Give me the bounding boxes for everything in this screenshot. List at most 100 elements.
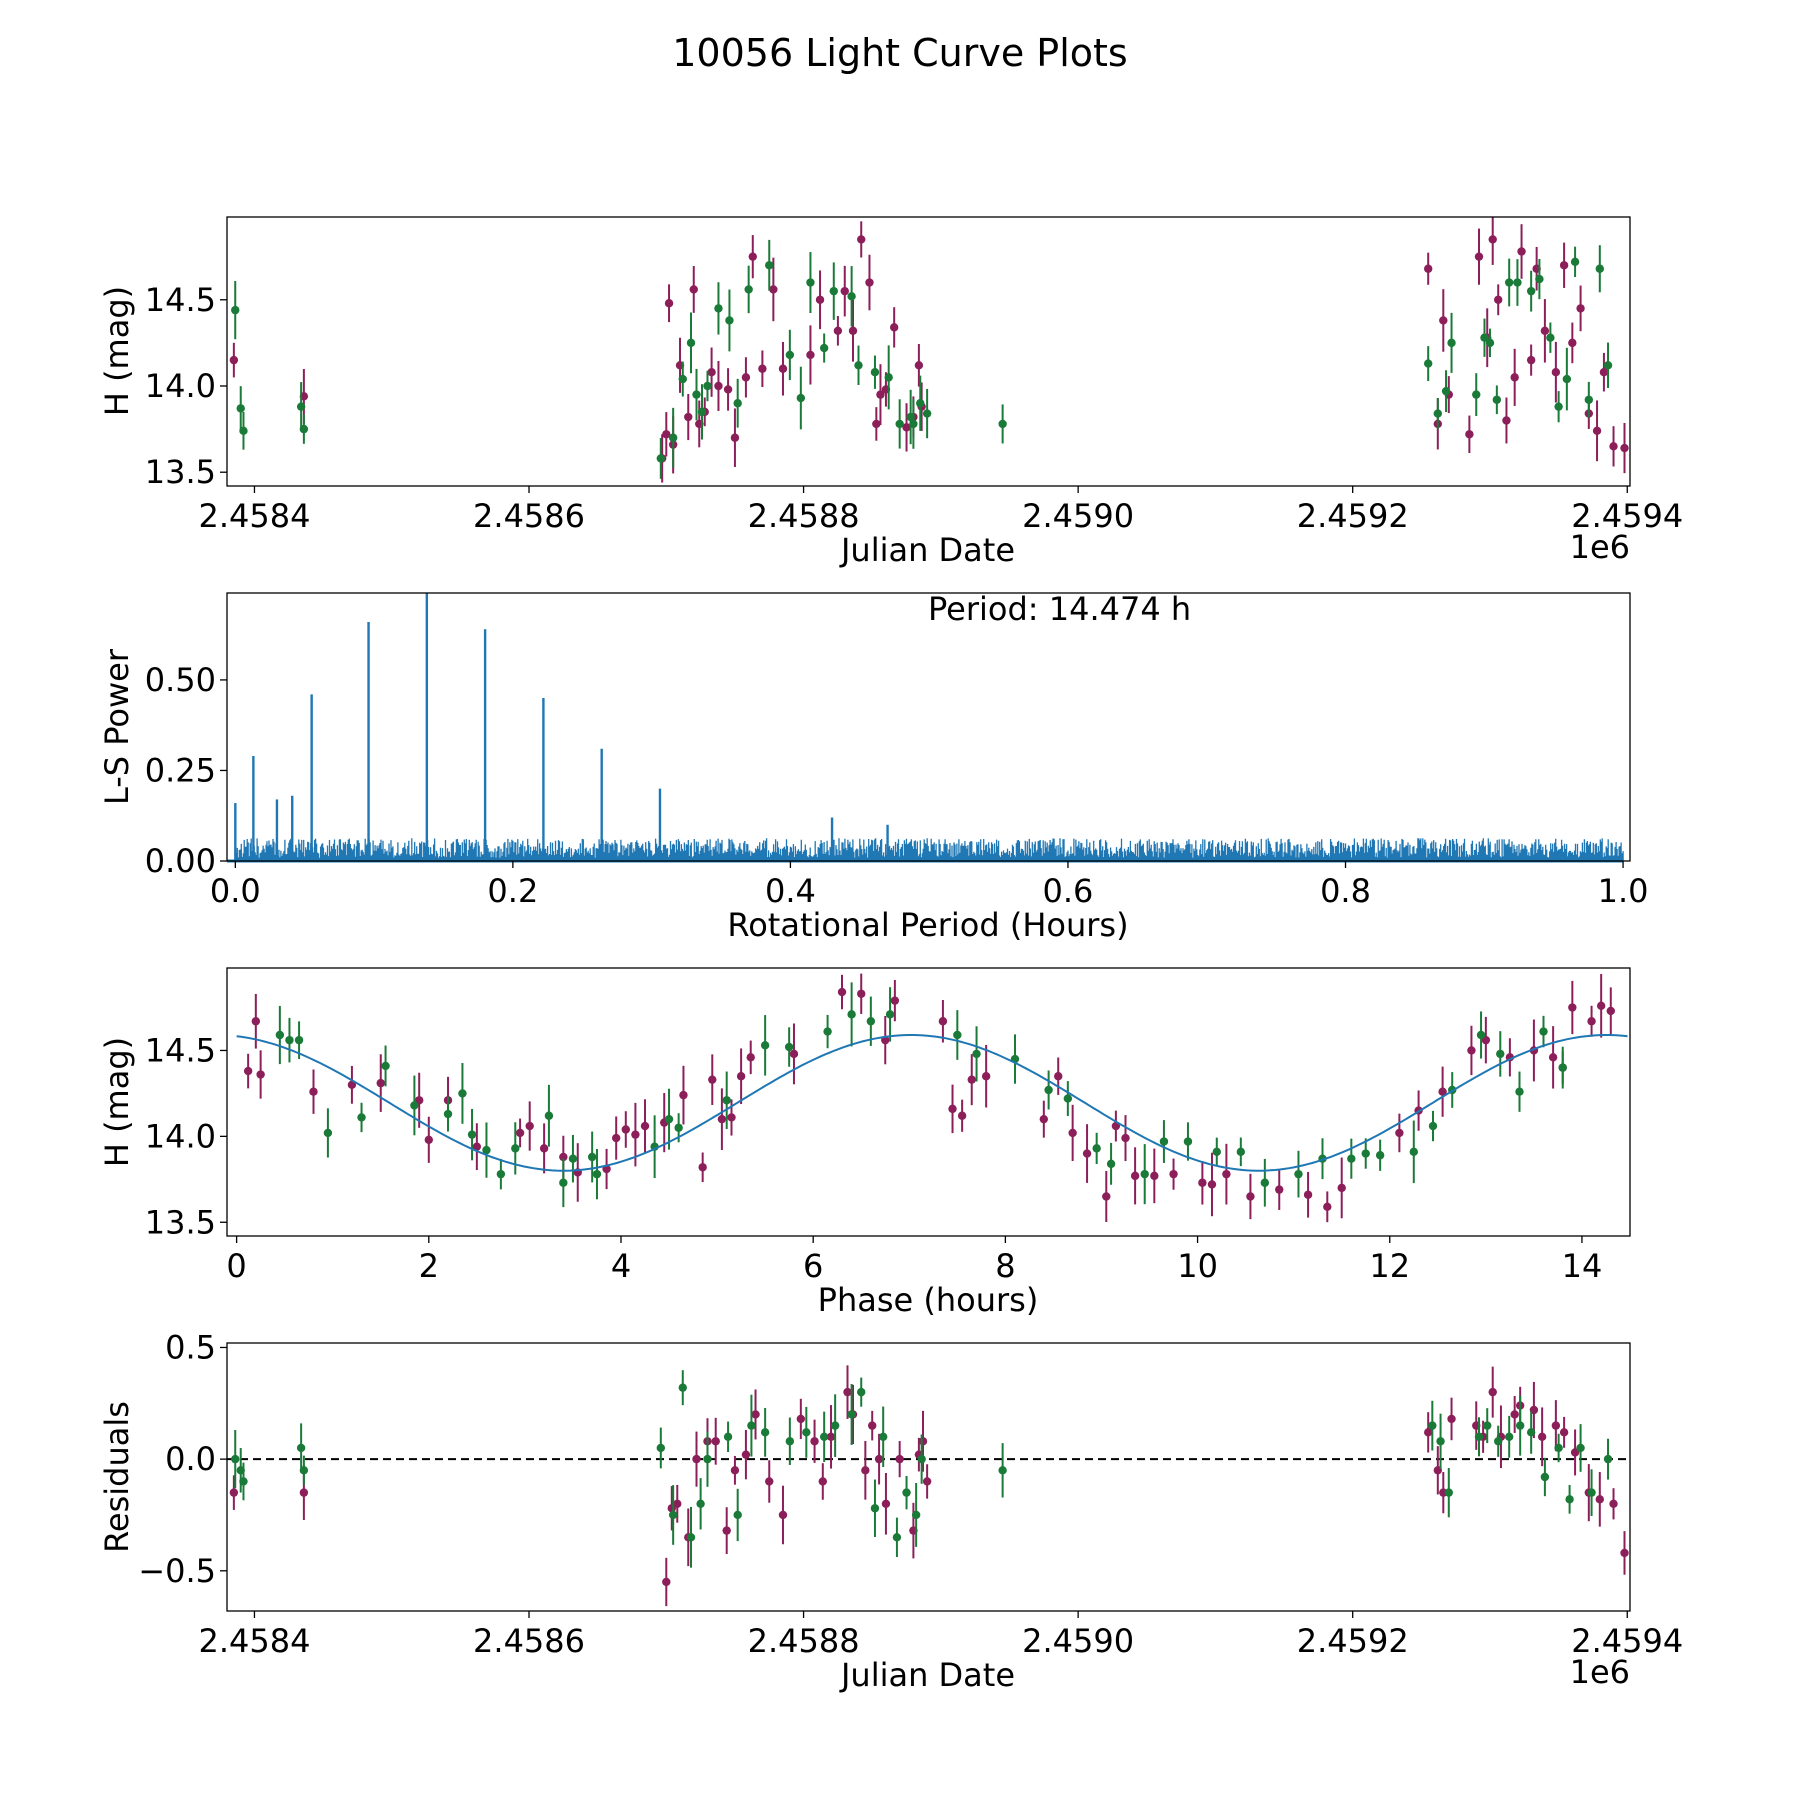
y-tick-label: 14.5 bbox=[145, 281, 216, 319]
data-point-green bbox=[902, 1488, 911, 1497]
data-point-magenta bbox=[848, 326, 858, 336]
data-point-magenta bbox=[1150, 1171, 1159, 1181]
data-point-green bbox=[1428, 1121, 1438, 1131]
data-point-green bbox=[1539, 1027, 1548, 1036]
data-point-magenta bbox=[722, 1526, 731, 1535]
model-fit-curve bbox=[236, 1034, 1628, 1172]
data-point-green bbox=[1496, 1049, 1505, 1059]
data-point-magenta bbox=[861, 1466, 870, 1475]
data-point-green bbox=[1526, 286, 1536, 296]
data-point-magenta bbox=[707, 367, 716, 377]
data-point-magenta bbox=[1502, 416, 1511, 425]
data-point-magenta bbox=[957, 1111, 967, 1120]
data-point-green bbox=[1565, 1495, 1574, 1504]
data-point-green bbox=[458, 1089, 467, 1098]
data-point-magenta bbox=[525, 1121, 534, 1131]
data-point-magenta bbox=[837, 987, 847, 997]
phase-ticks: 0 2 4 6 8 10 12 14 13.5 14.0 14.5 bbox=[145, 1031, 1603, 1285]
data-point-green bbox=[1106, 1159, 1116, 1169]
data-point-magenta bbox=[730, 433, 740, 442]
data-point-green bbox=[802, 1428, 811, 1437]
data-point-green bbox=[1044, 1085, 1053, 1095]
lightcurve-ticks: 2.4584 2.4586 2.4588 2.4590 2.4592 2.4594 13.5… bbox=[145, 281, 1683, 535]
data-point-green bbox=[784, 1042, 794, 1052]
x-tick-label: 10 bbox=[1177, 1247, 1218, 1285]
data-point-magenta bbox=[1488, 1387, 1497, 1397]
y-tick-label: 0.50 bbox=[145, 661, 216, 699]
data-point-magenta bbox=[1620, 1548, 1629, 1558]
x-tick-label: 2.4584 bbox=[198, 497, 310, 535]
x-tick-label: 2 bbox=[419, 1247, 439, 1285]
lightcurve-axes-frame bbox=[226, 216, 1631, 487]
data-point-green bbox=[1375, 1151, 1385, 1160]
data-point-magenta bbox=[727, 1113, 736, 1122]
data-point-green bbox=[1546, 333, 1555, 342]
data-point-magenta bbox=[922, 1477, 932, 1486]
data-point-green bbox=[1433, 409, 1443, 418]
data-point-magenta bbox=[708, 1075, 717, 1084]
data-point-green bbox=[765, 261, 774, 270]
data-point-magenta bbox=[376, 1078, 385, 1088]
residuals-ticks: 2.4584 2.4586 2.4588 2.4590 2.4592 2.4594 −0.5… bbox=[138, 1328, 1683, 1660]
data-point-green bbox=[656, 1443, 666, 1453]
data-point-magenta bbox=[938, 1017, 948, 1026]
data-point-green bbox=[1515, 1087, 1524, 1096]
data-point-green bbox=[854, 361, 863, 370]
data-point-magenta bbox=[796, 1414, 806, 1424]
x-tick-label: 2.4586 bbox=[473, 497, 585, 535]
data-point-green bbox=[1063, 1094, 1073, 1103]
data-point-green bbox=[1554, 402, 1563, 411]
data-point-green bbox=[1428, 1421, 1437, 1430]
data-point-magenta bbox=[758, 364, 767, 373]
data-point-magenta bbox=[857, 989, 866, 998]
lightcurve-x-offset: 1e6 bbox=[1570, 528, 1630, 566]
data-point-green bbox=[559, 1178, 568, 1187]
data-point-magenta bbox=[621, 1125, 630, 1134]
data-point-green bbox=[878, 1432, 888, 1442]
x-tick-label: 2.4586 bbox=[473, 1622, 585, 1660]
data-point-magenta bbox=[1303, 1190, 1313, 1199]
data-point-green bbox=[857, 1387, 866, 1397]
data-point-magenta bbox=[872, 419, 881, 429]
data-point-magenta bbox=[1337, 1183, 1346, 1193]
data-point-magenta bbox=[815, 295, 825, 304]
data-point-green bbox=[885, 1010, 895, 1019]
data-point-green bbox=[1603, 361, 1613, 370]
data-point-green bbox=[692, 390, 701, 399]
data-point-green bbox=[785, 1437, 795, 1446]
x-tick-label: 2.4588 bbox=[748, 1622, 860, 1660]
data-point-magenta bbox=[1517, 247, 1526, 256]
periodogram-panel: 0.0 0.2 0.4 0.6 0.8 1.0 0.00 0.25 0.50 Period: 1… bbox=[98, 590, 1649, 944]
data-point-magenta bbox=[1068, 1128, 1077, 1138]
data-point-green bbox=[1485, 338, 1495, 348]
data-point-green bbox=[323, 1128, 333, 1138]
data-point-green bbox=[1212, 1147, 1221, 1157]
data-point-green bbox=[239, 1477, 248, 1486]
data-point-green bbox=[909, 419, 918, 429]
data-point-magenta bbox=[243, 1066, 253, 1076]
data-point-green bbox=[1474, 1432, 1484, 1442]
data-point-green bbox=[236, 404, 245, 413]
data-point-green bbox=[733, 399, 742, 408]
data-point-magenta bbox=[868, 1421, 877, 1430]
data-point-green bbox=[1576, 1443, 1585, 1453]
data-point-magenta bbox=[309, 1087, 318, 1096]
data-point-magenta bbox=[1510, 373, 1519, 382]
y-tick-label: 0.5 bbox=[165, 1328, 216, 1366]
data-point-magenta bbox=[874, 1454, 884, 1464]
data-point-green bbox=[592, 1169, 602, 1179]
data-point-green bbox=[568, 1154, 578, 1163]
data-point-magenta bbox=[662, 430, 671, 439]
data-point-green bbox=[870, 1504, 880, 1513]
data-point-magenta bbox=[559, 1152, 568, 1162]
data-point-green bbox=[656, 454, 666, 463]
data-point-green bbox=[1513, 278, 1522, 287]
data-point-magenta bbox=[251, 1017, 261, 1026]
data-point-green bbox=[847, 292, 856, 301]
data-point-magenta bbox=[1587, 1017, 1596, 1026]
data-point-magenta bbox=[1102, 1192, 1111, 1201]
data-point-magenta bbox=[229, 355, 239, 365]
data-point-green bbox=[1480, 333, 1489, 342]
period-annotation: Period: 14.474 h bbox=[928, 590, 1191, 628]
